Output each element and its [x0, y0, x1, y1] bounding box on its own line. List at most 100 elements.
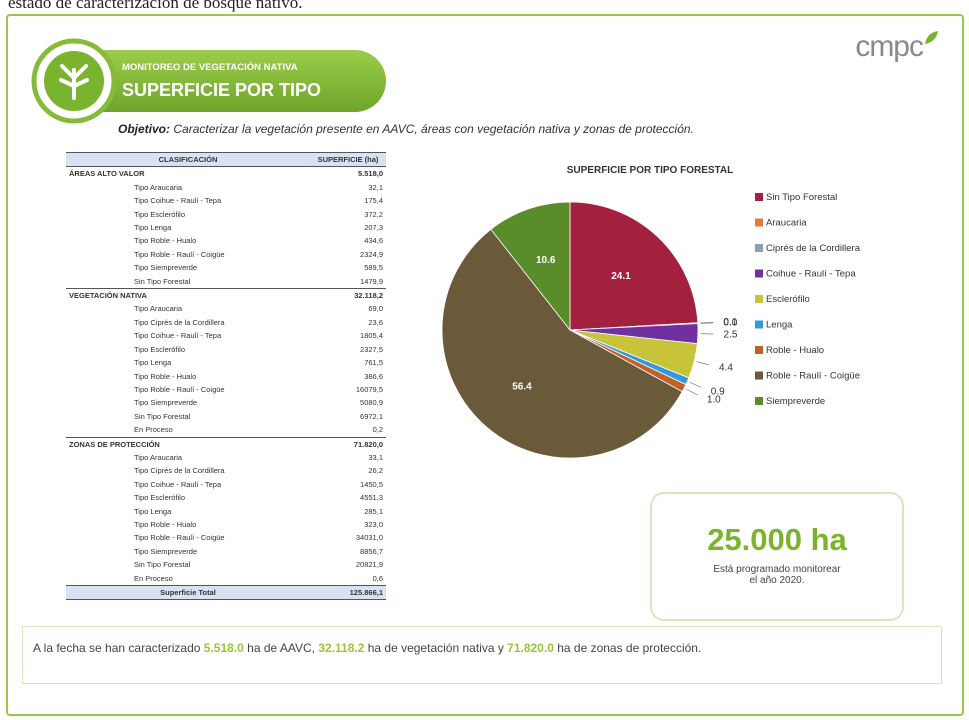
cell-value: 372,2	[364, 209, 383, 219]
top-caption: estado de caracterización de bosque nati…	[8, 0, 303, 12]
table-row: Tipo Esclerófilo 4551,3	[66, 491, 386, 504]
cell-name: Tipo Coihue - Raulí - Tepa	[134, 196, 222, 206]
goal-value: 25.000 ha	[707, 522, 847, 557]
section-row: VEGETACIÓN NATIVA 32.118,2	[66, 288, 386, 303]
cell-value: 207,3	[364, 223, 383, 233]
table-row: Tipo Coihue - Raulí - Tepa 175,4	[66, 194, 386, 207]
legend-swatch	[755, 397, 763, 405]
legend-swatch	[755, 193, 763, 201]
cell-name: En Proceso	[134, 425, 173, 435]
cell-value: 33,1	[368, 452, 383, 462]
data-label: 0.9	[711, 386, 725, 397]
cell-name: Sin Tipo Forestal	[134, 276, 191, 286]
cell-name: Tipo Lenga	[134, 506, 172, 516]
cell-name: Tipo Siempreverde	[134, 546, 198, 556]
legend-swatch	[755, 320, 763, 329]
leader-line	[686, 389, 698, 396]
cell-value: 5080,9	[360, 398, 383, 408]
table-header: CLASIFICACIÓN SUPERFICIE (ha)	[66, 151, 386, 168]
legend-swatch	[755, 218, 763, 227]
cell-value: 323,0	[364, 519, 383, 529]
table-row: Sin Tipo Forestal 6972,1	[66, 410, 386, 423]
table-row: En Proceso 0,6	[66, 572, 386, 586]
table-row: Tipo Roble - Raulí - Coigüe 16079,5	[66, 383, 386, 396]
cell-name: Tipo Araucaria	[134, 304, 183, 314]
table-row: Tipo Roble - Raulí - Coigüe 34031,0	[66, 531, 386, 544]
cell-name: Superficie Total	[66, 584, 310, 601]
cell-value: 175,4	[364, 196, 383, 206]
cell-value: 71.820,0	[310, 436, 386, 451]
cell-name: Tipo Araucaria	[134, 182, 183, 192]
cell-name: Tipo Roble - Raulí - Coigüe	[134, 384, 225, 394]
cell-name: ZONAS DE PROTECCIÓN	[66, 436, 310, 451]
cell-name: En Proceso	[134, 573, 173, 583]
cell-value: 1450,5	[360, 479, 383, 489]
table-row: Tipo Lenga 285,1	[66, 505, 386, 518]
cell-value: 1479,9	[360, 276, 383, 286]
cell-value: 2327,5	[360, 344, 383, 354]
table-row: Tipo Roble - Hualo 323,0	[66, 518, 386, 531]
objective: Objetivo: Caracterizar la vegetación pre…	[118, 122, 694, 136]
table-row: Tipo Esclerófilo 2327,5	[66, 343, 386, 356]
cell-value: 23,6	[368, 317, 383, 327]
cell-name: VEGETACIÓN NATIVA	[66, 288, 310, 303]
cell-name: Tipo Siempreverde	[134, 398, 198, 408]
legend-label: Ciprés de la Cordillera	[766, 243, 861, 254]
footer-figure: 71.820.0	[507, 641, 554, 655]
table-row: Tipo Roble - Raulí - Coigüe 2324,9	[66, 248, 386, 261]
badge-pill	[68, 50, 386, 112]
leader-line	[700, 322, 714, 324]
data-label: 56.4	[512, 382, 532, 393]
cell-value: 32.118,2	[310, 288, 386, 303]
cell-value: 589,5	[364, 263, 383, 273]
footer-text: ha de vegetación nativa y	[364, 641, 508, 655]
table-row: Tipo Siempreverde 5080,9	[66, 396, 386, 409]
pie-slice	[441, 228, 683, 459]
leader-line	[689, 381, 702, 388]
cell-name: Tipo Ciprés de la Cordillera	[134, 466, 225, 476]
legend-label: Sin Tipo Forestal	[766, 192, 837, 203]
table-row: En Proceso 0,2	[66, 423, 386, 437]
pie-chart: SUPERFICIE POR TIPO FORESTAL 24.1 0.10.02…	[441, 165, 861, 459]
frame	[6, 14, 964, 716]
table-row: Tipo Coihue - Raulí - Tepa 1450,5	[66, 478, 386, 491]
logo-leaf	[925, 31, 938, 44]
cell-name: Tipo Siempreverde	[134, 263, 198, 273]
table-row: Tipo Ciprés de la Cordillera 23,6	[66, 316, 386, 329]
objective-text: Caracterizar la vegetación presente en A…	[173, 122, 694, 136]
cell-name: Sin Tipo Forestal	[134, 411, 191, 421]
table-row: Sin Tipo Forestal 20821,9	[66, 558, 386, 571]
footer-figure: 32.118.2	[318, 641, 365, 655]
cell-name: Tipo Araucaria	[134, 452, 183, 462]
data-label: 4.4	[719, 362, 733, 373]
legend-label: Araucaria	[766, 218, 807, 229]
footer-figure: 5.518.0	[203, 641, 244, 655]
cell-name: Tipo Lenga	[134, 223, 172, 233]
cell-value: 1805,4	[360, 331, 383, 341]
cell-value: 386,6	[364, 371, 383, 381]
legend-label: Roble - Hualo	[766, 345, 824, 356]
cell-name: Tipo Roble - Hualo	[134, 371, 197, 381]
cell-value: 8856,7	[360, 546, 383, 556]
table-row: Tipo Araucaria 33,1	[66, 451, 386, 464]
data-label: 1.0	[707, 395, 721, 406]
legend-swatch	[755, 346, 763, 354]
legend-label: Roble - Raulí - Coigüe	[766, 371, 860, 382]
goal-text: Está programado monitorear el año 2020.	[713, 564, 841, 586]
data-label: 0.1	[723, 317, 737, 328]
badge: MONITOREO DE VEGETACIÓN NATIVA SUPERFICI…	[31, 38, 386, 124]
cell-value: 32,1	[368, 182, 383, 192]
badge-title: SUPERFICIE POR TIPO	[122, 80, 321, 100]
cell-name: Tipo Coihue - Raulí - Tepa	[134, 479, 222, 489]
cell-name: Tipo Roble - Raulí - Coigüe	[134, 533, 225, 543]
table-row: Sin Tipo Forestal 1479,9	[66, 275, 386, 289]
legend-label: Siempreverde	[766, 396, 825, 407]
cell-value: 285,1	[364, 506, 383, 516]
section-row: ÁREAS ALTO VALOR 5.518,0	[66, 166, 386, 181]
legend-swatch	[755, 244, 763, 252]
cell-name: Sin Tipo Forestal	[134, 560, 191, 570]
logo-text: cmpc	[855, 30, 924, 63]
legend-swatch	[755, 295, 763, 303]
cell-name: Tipo Roble - Raulí - Coigüe	[134, 249, 225, 259]
